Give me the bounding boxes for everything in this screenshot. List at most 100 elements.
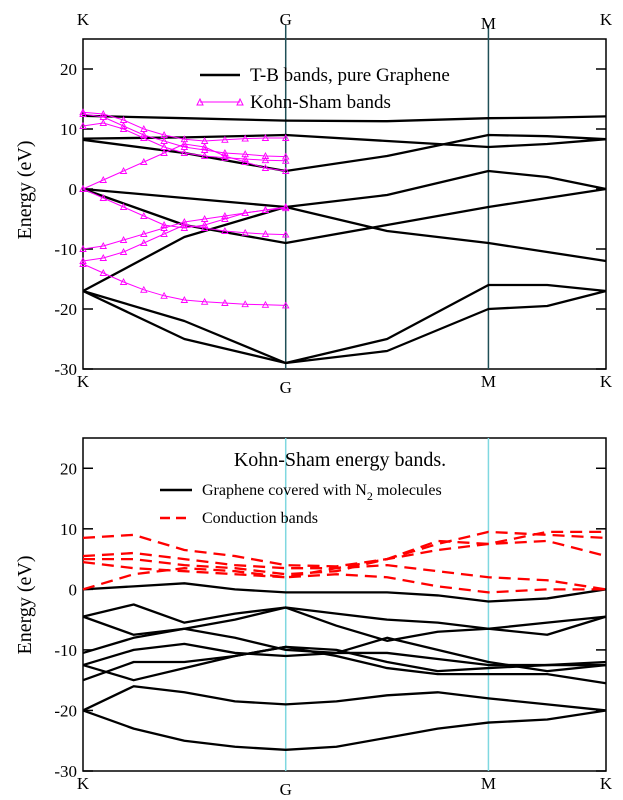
data-point-marker <box>99 242 108 249</box>
data-point-marker <box>119 203 128 210</box>
series-line <box>82 263 286 306</box>
data-point-marker <box>200 224 209 231</box>
data-point-marker <box>119 236 128 243</box>
series-line <box>82 709 607 751</box>
data-point-marker <box>221 135 229 143</box>
bottom-plot-frame <box>82 437 607 772</box>
data-point-marker <box>99 194 108 201</box>
series-line <box>82 567 606 594</box>
series-line <box>82 289 607 365</box>
data-point-marker <box>180 296 189 303</box>
data-point-marker <box>160 230 168 237</box>
y-tick-label: -30 <box>54 762 77 781</box>
kpoint-label: K <box>77 372 90 391</box>
data-point-marker <box>200 143 209 150</box>
data-point-marker <box>221 212 229 219</box>
data-point-marker <box>200 152 209 159</box>
series-line <box>82 122 286 162</box>
data-point-marker <box>281 167 290 174</box>
data-point-marker <box>99 269 108 276</box>
series-line <box>82 645 606 682</box>
legend-label-n2-text: Graphene covered with N <box>202 482 367 499</box>
bottom-chart-title: Kohn-Sham energy bands. <box>234 449 446 471</box>
series-line <box>82 205 607 293</box>
top-plot-frame <box>82 38 607 370</box>
data-point-marker <box>99 119 108 126</box>
data-point-marker <box>180 140 189 147</box>
data-point-marker <box>241 158 249 165</box>
series-line <box>82 603 607 630</box>
series-line <box>82 582 607 603</box>
legend-marker-triangle-icon <box>236 97 244 106</box>
data-point-marker <box>119 167 128 174</box>
y-tick-label: 20 <box>60 60 77 79</box>
series-line <box>82 169 607 209</box>
kpoint-label: M <box>481 372 496 391</box>
data-point-marker <box>140 239 148 246</box>
data-point-marker <box>221 227 229 234</box>
y-tick-label: -20 <box>54 300 77 319</box>
data-point-marker <box>180 149 189 156</box>
data-point-marker <box>200 215 209 222</box>
data-point-marker <box>221 152 229 159</box>
data-point-marker <box>281 152 290 160</box>
data-point-marker <box>281 230 290 238</box>
data-point-marker <box>241 228 249 236</box>
y-tick-label: 10 <box>60 120 77 139</box>
top-series-lines <box>79 108 607 365</box>
y-tick-label: 0 <box>69 580 78 599</box>
bottom-y-axis-ticks: -30 -20 -10 0 10 20 <box>54 459 606 781</box>
series-line <box>82 114 607 123</box>
kpoint-label: M <box>481 14 496 33</box>
data-point-marker <box>140 212 148 219</box>
series-line <box>82 143 286 190</box>
kpoint-label: M <box>481 774 496 793</box>
series-line <box>82 636 607 673</box>
kpoint-label: K <box>77 774 90 793</box>
legend-label-n2-subscript: 2 <box>367 489 373 503</box>
series-line <box>82 207 286 250</box>
top-band-chart: -30 -20 -10 0 10 20 K G M K K G M K Energy (eV) T-B… <box>14 10 613 397</box>
data-point-marker <box>261 152 270 159</box>
data-point-marker <box>140 158 148 165</box>
top-y-axis-ticks: -30 -20 -10 0 10 20 <box>54 60 606 379</box>
data-point-marker <box>281 134 290 141</box>
data-point-marker <box>180 221 189 228</box>
data-point-marker <box>261 156 270 164</box>
data-point-marker <box>281 301 290 309</box>
kpoint-label: K <box>77 10 90 29</box>
bottom-y-axis-title: Energy (eV) <box>14 555 36 654</box>
data-point-marker <box>140 285 148 293</box>
y-tick-label: 20 <box>60 459 77 478</box>
data-point-marker <box>160 149 168 156</box>
series-line <box>82 283 607 365</box>
y-tick-label: 10 <box>60 520 77 539</box>
series-line <box>82 133 607 149</box>
data-point-marker <box>200 297 209 305</box>
data-point-marker <box>140 230 148 237</box>
data-point-marker <box>119 278 128 285</box>
data-point-marker <box>79 245 87 252</box>
data-point-marker <box>79 257 87 264</box>
bottom-legend: Graphene covered with N2 molecules Condu… <box>160 482 442 527</box>
top-y-axis-title: Energy (eV) <box>14 140 36 239</box>
legend-label-n2-suffix: molecules <box>373 482 442 499</box>
y-tick-label: -10 <box>54 240 77 259</box>
kpoint-label: G <box>280 10 292 29</box>
legend-marker-triangle-icon <box>196 97 204 106</box>
data-point-marker <box>281 203 290 210</box>
bottom-series-lines <box>82 530 607 751</box>
data-point-marker <box>261 206 270 213</box>
series-line <box>82 224 286 262</box>
kpoint-label: K <box>600 10 613 29</box>
data-point-marker <box>140 134 148 141</box>
data-point-marker <box>160 291 168 299</box>
data-point-marker <box>281 156 290 164</box>
legend-label-n2-bands: Graphene covered with N2 molecules <box>202 482 442 503</box>
data-point-marker <box>261 230 270 237</box>
y-tick-label: 0 <box>69 180 78 199</box>
legend-label-conduction: Conduction bands <box>202 510 318 527</box>
data-point-marker <box>79 108 87 116</box>
